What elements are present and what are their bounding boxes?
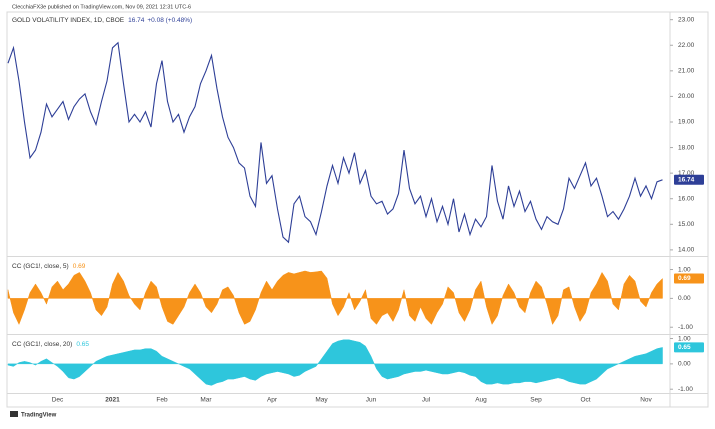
y-tick-label: 14.00 — [678, 247, 695, 254]
y-tick-label: 0.00 — [678, 361, 691, 368]
y-tick-label: 21.00 — [678, 68, 695, 75]
correlation-area — [7, 339, 663, 386]
x-tick-label: Feb — [156, 397, 168, 404]
price-line — [7, 41, 663, 244]
last-value-badge — [674, 273, 704, 284]
legend-value: 0.69 — [73, 263, 86, 270]
y-tick-label: -1.00 — [678, 324, 693, 331]
legend-value: 0.65 — [76, 341, 89, 348]
x-tick-label: 2021 — [105, 397, 120, 404]
legend-title: CC (GC1!, close, 5) — [12, 263, 69, 270]
y-tick-label: 20.00 — [678, 93, 695, 100]
frame — [6, 11, 709, 408]
legend: GOLD VOLATILITY INDEX, 1D, CBOE 16.74 +0.0… — [12, 17, 192, 24]
y-tick-label: 18.00 — [678, 144, 695, 151]
last-value-badge — [674, 174, 704, 185]
last-value-label: 0.65 — [678, 344, 691, 351]
x-tick-label: Mar — [200, 397, 212, 404]
y-tick-label: 0.00 — [678, 295, 691, 302]
legend-title: GOLD VOLATILITY INDEX, 1D, CBOE — [12, 17, 125, 24]
last-value-label: 16.74 — [678, 177, 695, 184]
y-tick-label: 17.00 — [678, 170, 695, 177]
last-value-label: 0.69 — [678, 275, 691, 282]
x-tick-label: Nov — [640, 397, 652, 404]
y-tick-label: 22.00 — [678, 42, 695, 49]
last-value-badge — [674, 342, 704, 353]
y-tick-label: 23.00 — [678, 16, 695, 23]
legend-change: +0.08 (+0.48%) — [147, 17, 192, 24]
x-tick-label: Aug — [475, 397, 487, 404]
y-tick-label: 19.00 — [678, 119, 695, 126]
y-tick-label: 16.00 — [678, 195, 695, 202]
y-tick-label: 1.00 — [678, 266, 691, 273]
correlation-area — [7, 270, 663, 325]
header-text: ClecchiaFX3e published on TradingView.co… — [12, 4, 191, 10]
x-tick-label: Sep — [530, 397, 542, 404]
x-tick-label: Apr — [267, 397, 278, 404]
y-tick-label: 1.00 — [678, 335, 691, 342]
footer-brand: TradingView — [21, 413, 57, 419]
x-tick-label: Oct — [580, 397, 590, 404]
x-tick-label: Jun — [366, 397, 377, 404]
legend: CC (GC1!, close, 20) 0.65 — [12, 341, 89, 348]
x-tick-label: Dec — [52, 397, 64, 404]
legend-value: 16.74 — [128, 17, 145, 24]
x-tick-label: May — [315, 397, 328, 404]
brand-logo — [10, 411, 18, 417]
y-tick-label: 15.00 — [678, 221, 695, 228]
x-tick-label: Jul — [422, 397, 431, 404]
y-tick-label: -1.00 — [678, 386, 693, 393]
legend: CC (GC1!, close, 5) 0.69 — [12, 263, 86, 270]
legend-title: CC (GC1!, close, 20) — [12, 341, 72, 348]
